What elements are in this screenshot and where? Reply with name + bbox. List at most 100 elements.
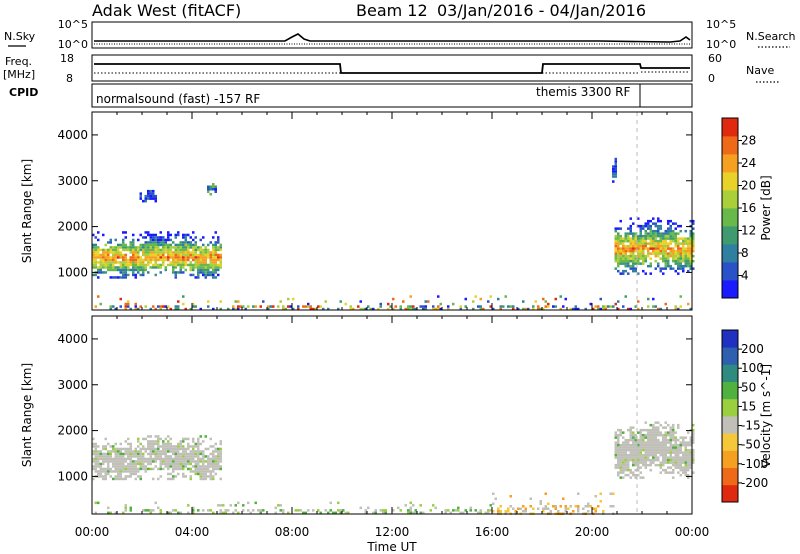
echo-cell [619, 227, 622, 230]
echo-cell [154, 197, 157, 200]
echo-cell [649, 239, 652, 243]
echo-cell [154, 273, 157, 277]
echo-cell [232, 305, 235, 308]
echo-cell [637, 463, 640, 467]
echo-cell [637, 252, 640, 255]
echo-cell [152, 192, 155, 195]
echo-cell [144, 194, 147, 198]
echo-cell [637, 468, 640, 472]
echo-cell [204, 266, 207, 269]
echo-cell [152, 194, 155, 198]
echo-cell [124, 253, 127, 257]
echo-cell [212, 511, 215, 515]
echo-cell [672, 239, 675, 243]
echo-cell [627, 458, 630, 462]
echo-cell [162, 246, 165, 249]
echo-cell [687, 468, 690, 472]
echo-cell [104, 472, 107, 476]
echo-cell [687, 254, 690, 258]
echo-cell [677, 257, 680, 260]
echo-cell [117, 470, 120, 473]
echo-cell [682, 264, 685, 268]
echo-cell [184, 263, 187, 267]
echo-cell [617, 433, 620, 437]
echo-cell [459, 307, 462, 311]
echo-cell [199, 246, 202, 249]
echo-cell [614, 167, 617, 171]
echo-cell [637, 448, 640, 452]
echo-cell [159, 307, 162, 311]
echo-cell [159, 455, 162, 458]
echo-cell [217, 263, 220, 267]
echo-cell [669, 428, 672, 432]
echo-cell [524, 510, 527, 513]
echo-cell [139, 263, 142, 267]
echo-cell [647, 227, 650, 230]
echo-cell [209, 266, 212, 269]
echo-cell [202, 460, 205, 463]
echo-cell [654, 237, 657, 240]
echo-cell [617, 458, 620, 462]
echo-cell [194, 266, 197, 269]
echo-cell [182, 241, 185, 244]
echo-cell [114, 470, 117, 473]
freq-label-2: [MHz] [3, 68, 35, 81]
echo-cell [659, 242, 662, 245]
echo-cell [172, 268, 175, 272]
echo-cell [174, 263, 177, 267]
echo-cell [154, 246, 157, 249]
echo-cell [172, 266, 175, 269]
echo-cell [192, 470, 195, 473]
echo-cell [647, 446, 650, 449]
echo-cell [174, 251, 177, 254]
echo-cell [207, 248, 210, 252]
echo-cell [634, 443, 637, 447]
echo-cell [147, 261, 150, 264]
echo-cell [139, 246, 142, 249]
echo-cell [649, 448, 652, 452]
echo-cell [664, 229, 667, 233]
echo-cell [637, 244, 640, 248]
echo-cell [197, 447, 200, 451]
echo-cell [634, 257, 637, 260]
echo-cell [117, 475, 120, 478]
echo-cell [162, 263, 165, 267]
echo-cell [124, 246, 127, 249]
echo-cell [674, 466, 677, 469]
echo-cell [149, 457, 152, 461]
echo-cell [617, 451, 620, 454]
echo-cell [144, 197, 147, 200]
echo-cell [652, 456, 655, 459]
echo-cell [662, 247, 665, 250]
echo-cell [307, 509, 310, 512]
echo-cell [112, 445, 115, 448]
echo-cell [689, 257, 692, 260]
echo-cell [289, 305, 292, 308]
echo-cell [147, 231, 150, 234]
echo-cell [639, 446, 642, 449]
echo-cell [662, 436, 665, 439]
echo-cell [124, 475, 127, 478]
echo-cell [652, 446, 655, 449]
cpid-mode-2: themis 3300 RF [536, 85, 630, 99]
echo-cell [149, 509, 152, 512]
echo-cell [204, 258, 207, 262]
echo-cell [664, 252, 667, 255]
echo-cell [619, 247, 622, 250]
echo-cell [392, 297, 395, 301]
echo-cell [659, 307, 662, 311]
echo-cell [204, 273, 207, 277]
echo-cell [639, 456, 642, 459]
echo-cell [227, 509, 230, 512]
echo-cell [407, 509, 410, 512]
echo-cell [159, 243, 162, 247]
echo-cell [122, 241, 125, 244]
echo-cell [92, 246, 95, 249]
colorbar-swatch [722, 154, 738, 173]
echo-cell [647, 264, 650, 268]
echo-cell [99, 465, 102, 468]
echo-cell [217, 465, 220, 468]
echo-cell [132, 258, 135, 262]
echo-cell [139, 248, 142, 252]
echo-cell [222, 511, 225, 515]
